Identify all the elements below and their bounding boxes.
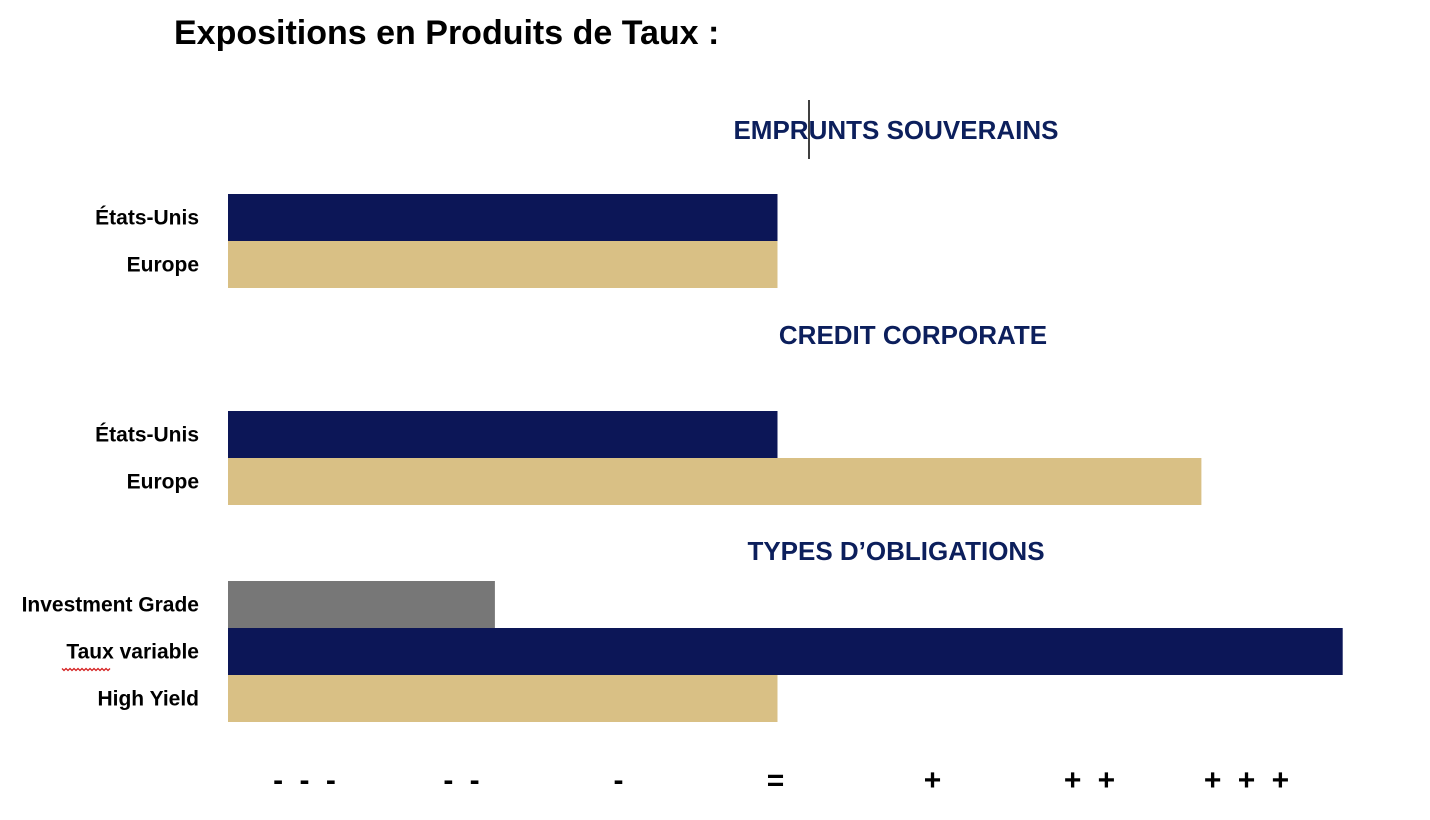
- bar-label: Taux variable: [66, 641, 199, 664]
- x-tick-label: + +: [1064, 764, 1119, 797]
- bar: [228, 675, 778, 722]
- group-title: CREDIT CORPORATE: [779, 320, 1047, 350]
- x-tick-label: -: [614, 764, 628, 797]
- bar: [228, 411, 778, 458]
- x-tick-label: +: [924, 764, 946, 797]
- bar-label: Europe: [127, 471, 199, 494]
- page-title: Expositions en Produits de Taux :: [174, 14, 720, 52]
- x-tick-label: - - -: [273, 764, 340, 797]
- x-tick-label: =: [767, 764, 789, 797]
- bar-label: Investment Grade: [22, 594, 199, 617]
- x-tick-label: - -: [443, 764, 483, 797]
- bar-label: High Yield: [97, 688, 199, 711]
- bar-label: États-Unis: [95, 207, 199, 230]
- spellcheck-underline: [61, 667, 111, 672]
- bar: [228, 628, 1343, 675]
- x-tick-label: + + +: [1204, 764, 1293, 797]
- bar: [228, 194, 778, 241]
- bar: [228, 581, 495, 628]
- bar: [228, 458, 1202, 505]
- group-title: EMPRUNTS SOUVERAINS: [733, 115, 1058, 145]
- group-title: TYPES D’OBLIGATIONS: [747, 536, 1044, 566]
- bar-label: Europe: [127, 254, 199, 277]
- bar: [228, 241, 778, 288]
- bar-label: États-Unis: [95, 424, 199, 447]
